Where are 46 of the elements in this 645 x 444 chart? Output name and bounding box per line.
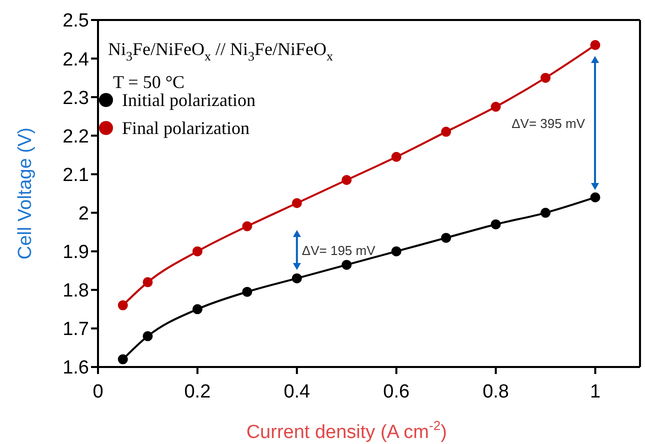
y-tick-label: 2.5 [62,10,89,32]
y-tick-label: 1.8 [62,280,89,302]
point [441,126,452,137]
legend-label: Final polarization [122,118,250,138]
point [590,40,600,50]
point [540,208,551,218]
annotation: ΔV= 195 mV [302,243,376,258]
x-tick-label: 1 [590,381,601,402]
point [441,232,452,243]
annotation: Ni$_{3}$Fe/NiFeO$_{x}$ // Ni$_{3}$Fe/NiFeO$_{x}$ [108,39,334,64]
y-tick-label: 2.1 [62,164,89,186]
x-axis-title: Current density (A cm$^{-2}$) [246,418,447,443]
point [292,198,302,208]
y-tick-label: 1.9 [62,242,89,264]
x-tick-label: 0.6 [383,381,410,402]
point [118,354,128,364]
y-tick-label: 1.6 [62,358,89,379]
x-tick-label: 0.4 [284,381,311,402]
y-tick-label: 2.2 [62,126,89,148]
point [490,102,501,112]
y-tick-label: 1.7 [62,319,89,340]
point [192,304,202,314]
y-tick-label: 2.4 [62,49,90,70]
point [142,277,153,288]
point [192,246,202,256]
point [391,152,402,162]
point [292,273,302,284]
x-tick-label: 0.2 [184,381,211,402]
point [242,286,252,297]
point [142,331,153,342]
point [590,192,600,202]
point [490,219,501,230]
y-axis-title: Cell Voltage (V) [15,127,36,260]
x-tick-label: 0 [92,381,104,402]
annotation: T = 50 °C [113,72,185,92]
point [391,246,402,256]
point [118,300,128,310]
y-tick-label: 2.3 [62,88,89,109]
point [342,175,352,186]
legend-label: Initial polarization [122,90,256,110]
point [342,260,352,270]
annotation: ΔV= 395 mV [512,116,586,131]
point [540,72,551,83]
point [242,221,252,232]
x-tick-label: 0.8 [482,381,510,402]
y-tick-label: 2 [78,204,89,225]
